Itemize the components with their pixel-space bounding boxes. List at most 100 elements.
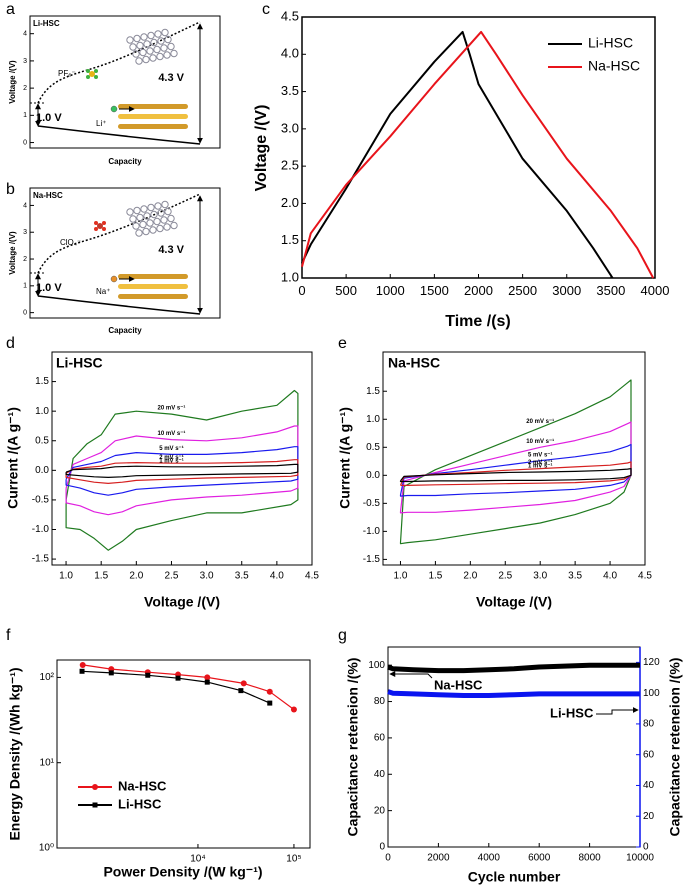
- graphite-layer: [118, 114, 188, 119]
- y-tick-label: -1.0: [363, 526, 381, 537]
- y-tick-label: 2: [23, 256, 27, 263]
- panel-letter: b: [6, 181, 15, 198]
- y-tick-label: 2.0: [281, 195, 299, 210]
- graphite-layer: [118, 124, 188, 129]
- y-tick-label: 1.5: [35, 376, 49, 387]
- x-tick-label: 4000: [641, 283, 670, 298]
- y-tick-label: 3.0: [281, 120, 299, 135]
- point: [145, 672, 151, 678]
- y-tick-label: 2: [23, 85, 27, 92]
- graphene-ring: [167, 214, 175, 223]
- y-tick-label: 60: [374, 733, 386, 744]
- x-tick-label: 2500: [508, 283, 537, 298]
- x-axis-label: Power Density /(W kg⁻¹): [103, 864, 262, 880]
- series-label: 1 mV s⁻¹: [528, 463, 553, 470]
- x-tick-label: 1.0: [59, 571, 73, 582]
- panel-letter: f: [6, 627, 11, 644]
- point: [204, 674, 211, 681]
- y2-tick-label: 0: [643, 842, 649, 853]
- graphene-ring: [139, 220, 147, 229]
- y-tick-label: 3: [23, 229, 27, 236]
- anion-atom: [102, 227, 106, 231]
- y-tick-label: 1.0: [366, 414, 380, 425]
- series-line: [387, 689, 640, 698]
- y-tick-label: 1: [23, 283, 27, 290]
- anion-atom: [102, 221, 106, 225]
- series-label: 1 mV s⁻¹: [159, 457, 184, 464]
- graphene-ring: [143, 212, 151, 220]
- plot-title: Na-HSC: [33, 191, 63, 200]
- graphene-ring: [142, 55, 150, 64]
- series-line: [399, 468, 632, 483]
- point: [238, 688, 244, 694]
- y-tick-label: 1.5: [366, 386, 380, 397]
- graphene-ring: [132, 50, 140, 58]
- x-tick-label: 3.0: [200, 571, 214, 582]
- legend-label: Li-HSC: [118, 796, 162, 811]
- graphene-ring: [170, 221, 178, 230]
- discharge-curve: [37, 125, 201, 145]
- x-tick-label: 1.5: [428, 571, 442, 582]
- point: [204, 679, 210, 685]
- y-axis-label: Voltage /(V): [8, 231, 17, 275]
- series-label: 2 mV s⁻¹: [159, 454, 184, 461]
- series-label: 2 mV s⁻¹: [528, 459, 553, 466]
- series-callout: Li-HSC: [550, 705, 594, 720]
- graphene-ring: [147, 203, 155, 212]
- point: [79, 661, 86, 668]
- x-tick-label: 4000: [478, 853, 501, 864]
- panel-letter: g: [338, 627, 347, 644]
- x-tick-label: 8000: [578, 853, 601, 864]
- panel-letter: a: [6, 1, 15, 18]
- graphite-layer: [118, 284, 188, 289]
- y-axis-label: Capacitance reteneion /(%): [345, 658, 361, 837]
- annotation: 1.0 V: [36, 112, 62, 124]
- x-tick-label: 4.0: [603, 571, 617, 582]
- annotation: PF₆⁻: [58, 69, 76, 78]
- graphene-ring: [153, 217, 161, 226]
- legend-marker: [92, 802, 98, 808]
- y-tick-label: -1.5: [363, 554, 381, 565]
- series-line: [65, 425, 299, 516]
- panel: d Li-HSC Voltage /(V) Current /(A g⁻¹) -1.5 -…: [5, 335, 320, 609]
- y-tick-label: 10²: [40, 672, 55, 683]
- annotation: 4.3 V: [158, 72, 184, 84]
- x-tick-label: 4.0: [270, 571, 284, 582]
- y-tick-label: 4.0: [281, 46, 299, 61]
- x-axis-label: Capacity: [108, 157, 142, 166]
- legend-label: Li-HSC: [588, 35, 633, 51]
- x-axis-label: Voltage /(V): [144, 594, 220, 610]
- graphene-ring: [142, 227, 150, 236]
- y-axis-label: Current /(A g⁻¹): [337, 407, 353, 509]
- panel: e Na-HSC Voltage /(V) Current /(A g⁻¹) -1.5 -…: [337, 335, 653, 609]
- graphene-ring: [164, 207, 172, 216]
- x-tick-label: 10⁴: [190, 854, 205, 865]
- graphene-ring: [126, 36, 134, 44]
- series-line: [82, 664, 295, 710]
- discharge-curve: [37, 295, 201, 315]
- series-label: 20 mV s⁻¹: [526, 418, 554, 425]
- plot-frame: [29, 15, 221, 149]
- callout-arrow: [596, 707, 639, 715]
- series-line: [387, 662, 640, 674]
- y-tick-label: 3: [23, 58, 27, 65]
- y2-tick-label: 80: [643, 719, 655, 730]
- graphene-ring: [135, 57, 143, 65]
- y-tick-label: 1.0: [281, 269, 299, 284]
- y2-tick-label: 120: [643, 657, 660, 668]
- x-tick-label: 2.5: [498, 571, 512, 582]
- graphene-ring: [140, 33, 148, 41]
- point: [108, 670, 114, 676]
- legend-label: Na-HSC: [118, 778, 167, 793]
- y-tick-label: 0.0: [366, 470, 380, 481]
- graphene-ring: [154, 30, 162, 38]
- graphene-ring: [135, 229, 143, 237]
- graphene-ring: [163, 51, 171, 59]
- graphene-ring: [136, 213, 144, 222]
- cation: [110, 275, 118, 283]
- y-tick-label: 100: [368, 660, 385, 671]
- point: [175, 675, 181, 681]
- x-axis-label: Capacity: [108, 326, 142, 335]
- plot-frame: [301, 16, 656, 279]
